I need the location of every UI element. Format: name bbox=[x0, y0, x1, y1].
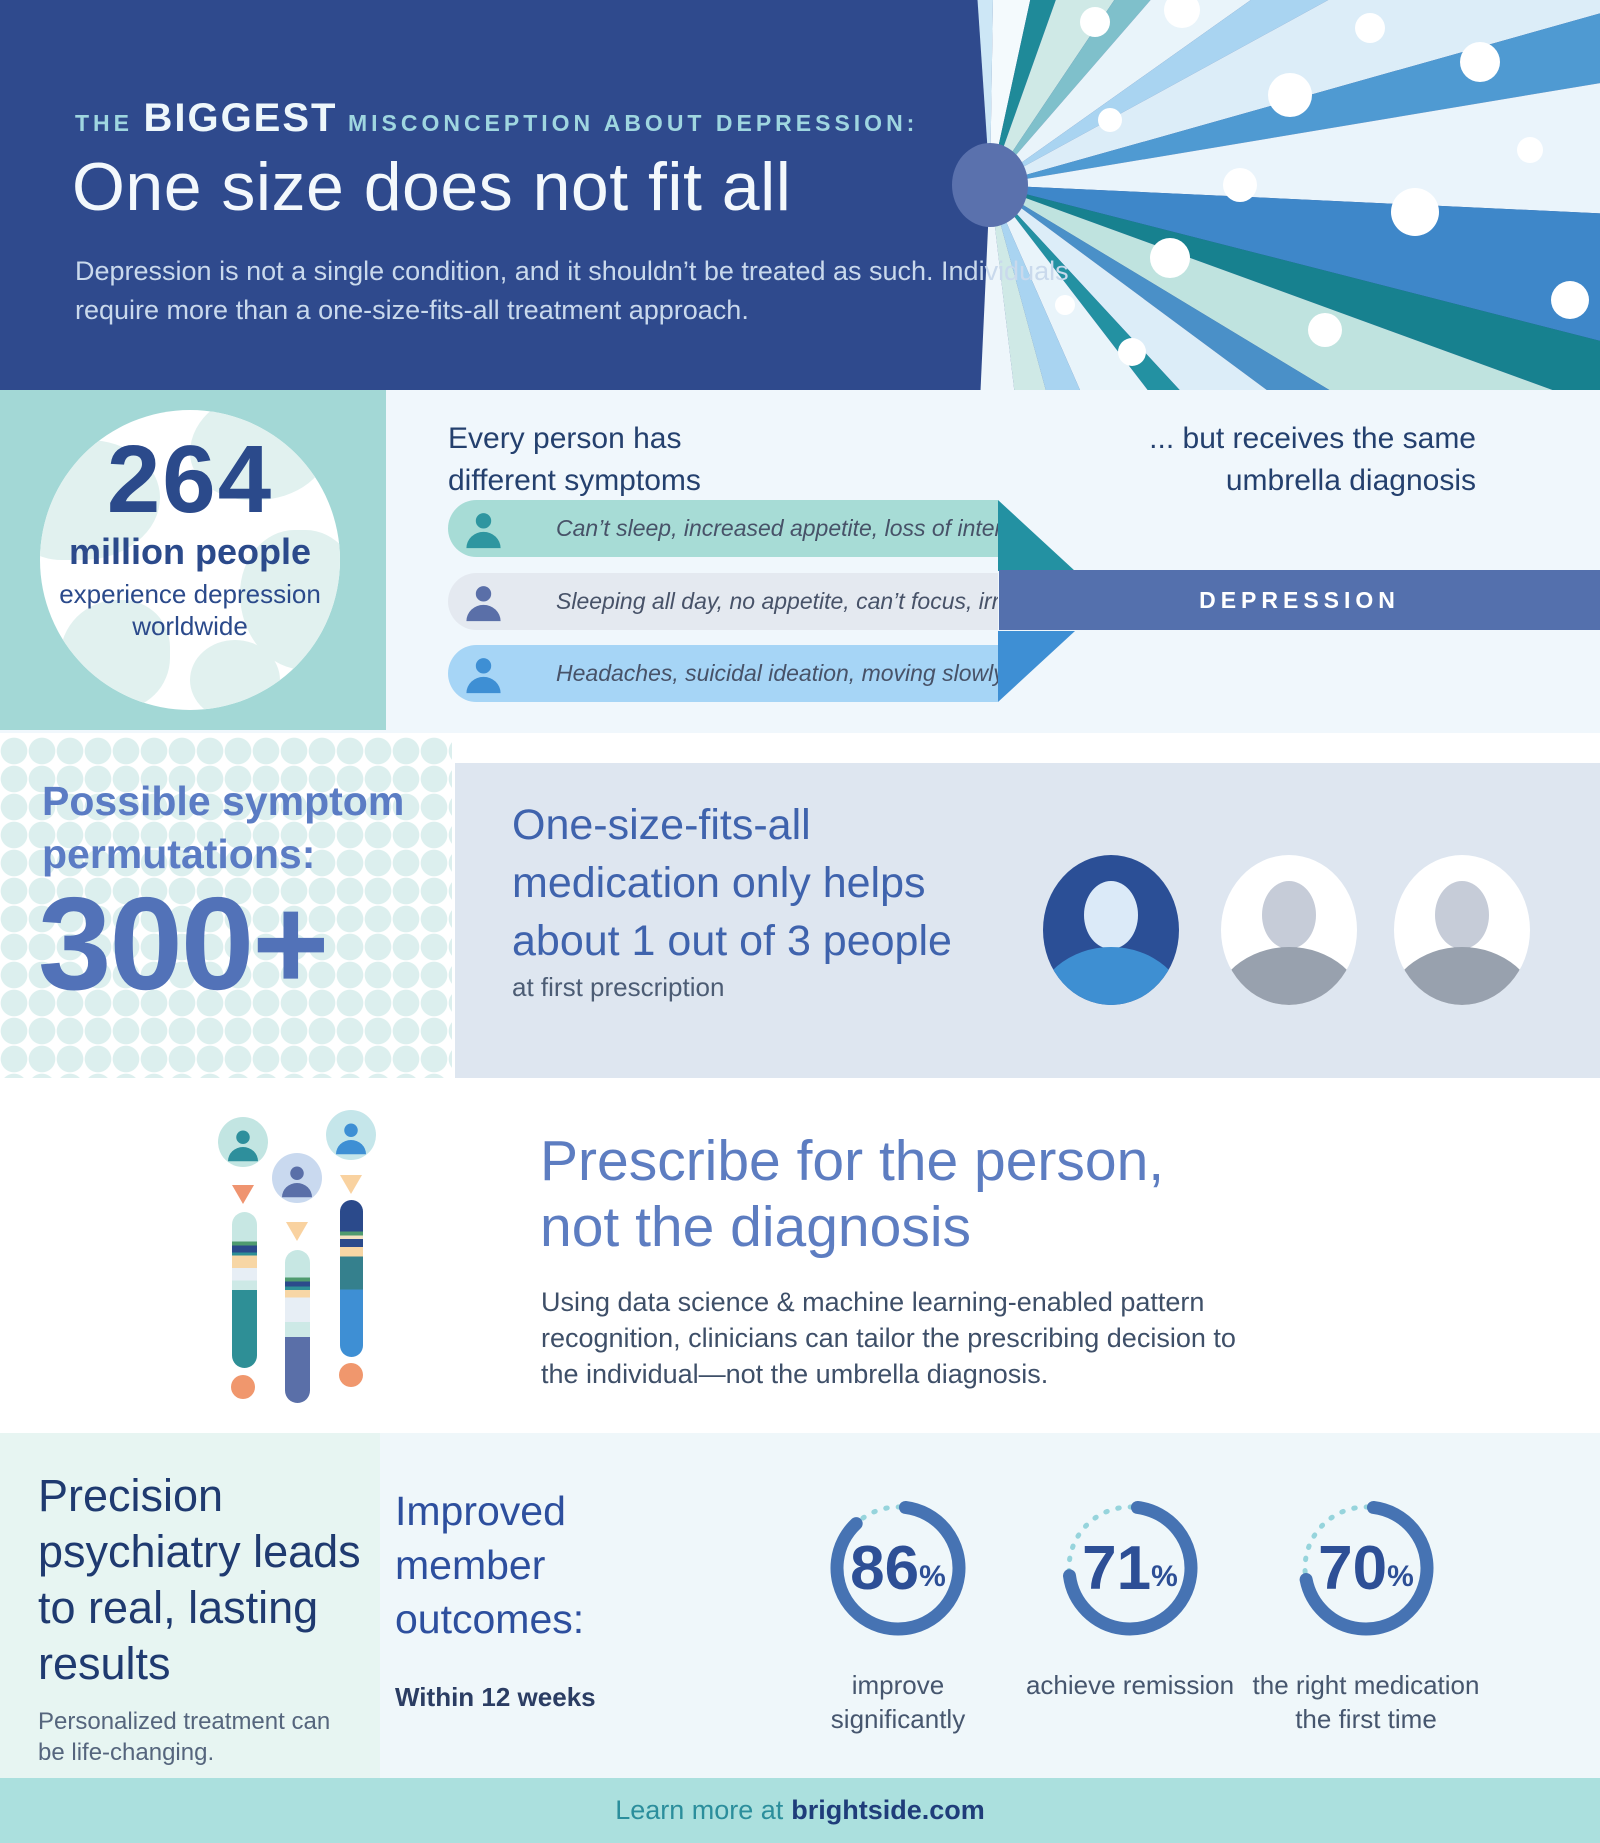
person-icon bbox=[228, 1130, 258, 1162]
global-stat-unit: million people bbox=[68, 531, 311, 572]
avatar bbox=[326, 1110, 376, 1160]
person-icon bbox=[282, 1166, 312, 1198]
outcomes-timeframe: Within 12 weeks bbox=[395, 1682, 596, 1712]
global-stat-description: experience depression worldwide bbox=[59, 579, 321, 641]
stat-ring bbox=[1062, 1500, 1198, 1636]
avatar bbox=[218, 1117, 268, 1167]
stat-value: 86% bbox=[850, 1533, 946, 1603]
globe-illustration bbox=[40, 410, 340, 710]
header-eyebrow: THE BIGGEST MISCONCEPTION ABOUT DEPRESSI… bbox=[75, 96, 918, 141]
header-section: THE BIGGEST MISCONCEPTION ABOUT DEPRESSI… bbox=[0, 0, 1600, 390]
footer-bar: Learn more at brightside.com bbox=[0, 1778, 1600, 1843]
symptom-text: Sleeping all day, no appetite, can’t foc… bbox=[556, 588, 998, 614]
symptom-row: Headaches, suicidal ideation, moving slo… bbox=[448, 645, 998, 702]
footer-text: Learn more at bbox=[615, 1795, 784, 1825]
eyebrow-post: MISCONCEPTION ABOUT DEPRESSION: bbox=[347, 110, 919, 136]
precision-card bbox=[0, 1433, 380, 1778]
global-stat-number: 264 bbox=[106, 426, 274, 533]
stat-caption: achieve remission bbox=[1025, 1670, 1235, 1700]
radial-burst-illustration bbox=[870, 0, 1600, 390]
symptom-text: Can’t sleep, increased appetite, loss of… bbox=[556, 515, 998, 541]
stat-value: 71% bbox=[1082, 1533, 1178, 1603]
arrow-down-icon bbox=[232, 1185, 254, 1204]
arrow-down-icon bbox=[340, 1175, 362, 1194]
stat-value: 70% bbox=[1318, 1533, 1414, 1603]
footer-link[interactable]: brightside.com bbox=[791, 1795, 985, 1825]
symptoms-heading-left: Every person has different symptoms bbox=[448, 422, 701, 497]
eyebrow-pre: THE bbox=[75, 110, 133, 136]
funnel-arrows bbox=[998, 500, 1075, 702]
page-title: One size does not fit all bbox=[72, 149, 792, 225]
person-icon bbox=[466, 586, 501, 622]
person-icon bbox=[466, 658, 501, 694]
dot bbox=[339, 1363, 363, 1387]
avatar-not-helped bbox=[1221, 855, 1357, 1005]
person-icon bbox=[336, 1123, 366, 1155]
prescribe-title: Prescribe for the person, not the diagno… bbox=[540, 1129, 1165, 1259]
symptom-row: Can’t sleep, increased appetite, loss of… bbox=[448, 500, 998, 557]
precision-title: Precision psychiatry leads to real, last… bbox=[38, 1470, 361, 1689]
symptom-row: Sleeping all day, no appetite, can’t foc… bbox=[448, 573, 998, 630]
outcomes-title: Improved member outcomes: bbox=[395, 1488, 585, 1642]
chromosome-bar bbox=[285, 1250, 310, 1403]
stat-caption: the right medication the first time bbox=[1252, 1670, 1480, 1734]
symptoms-heading-right: ... but receives the same umbrella diagn… bbox=[1149, 422, 1476, 497]
burst-center-circle bbox=[952, 143, 1028, 227]
dot bbox=[231, 1375, 255, 1399]
avatar-not-helped bbox=[1394, 855, 1530, 1005]
chromosome-bar bbox=[340, 1200, 363, 1357]
precision-subtitle: Personalized treatment can be life-chang… bbox=[38, 1708, 331, 1766]
symptom-text: Headaches, suicidal ideation, moving slo… bbox=[556, 660, 998, 686]
chromosome-bar bbox=[232, 1212, 257, 1368]
stat-ring bbox=[830, 1500, 966, 1636]
medication-heading: One-size-fits-all medication only helps … bbox=[512, 801, 952, 965]
arrow-down-icon bbox=[286, 1222, 308, 1241]
person-icon bbox=[466, 513, 501, 549]
eyebrow-big: BIGGEST bbox=[143, 96, 338, 140]
prescribe-body: Using data science & machine learning-en… bbox=[541, 1287, 1236, 1389]
diagnosis-label: DEPRESSION bbox=[1199, 586, 1400, 613]
page-subtitle: Depression is not a single condition, an… bbox=[75, 256, 1069, 325]
permutations-label: Possible symptom permutations: bbox=[42, 778, 405, 877]
stat-caption: improve significantly bbox=[830, 1670, 966, 1734]
avatar bbox=[272, 1153, 322, 1203]
permutations-card bbox=[0, 737, 452, 1078]
global-stat: 264 million people experience depression… bbox=[40, 430, 340, 642]
permutations-value: 300+ bbox=[38, 870, 329, 1017]
stat-ring bbox=[1298, 1500, 1434, 1636]
outcomes-card bbox=[380, 1433, 1600, 1778]
medication-note: at first prescription bbox=[512, 972, 725, 1002]
avatar-helped bbox=[1043, 855, 1179, 1005]
diagnosis-bar: DEPRESSION bbox=[999, 570, 1600, 630]
